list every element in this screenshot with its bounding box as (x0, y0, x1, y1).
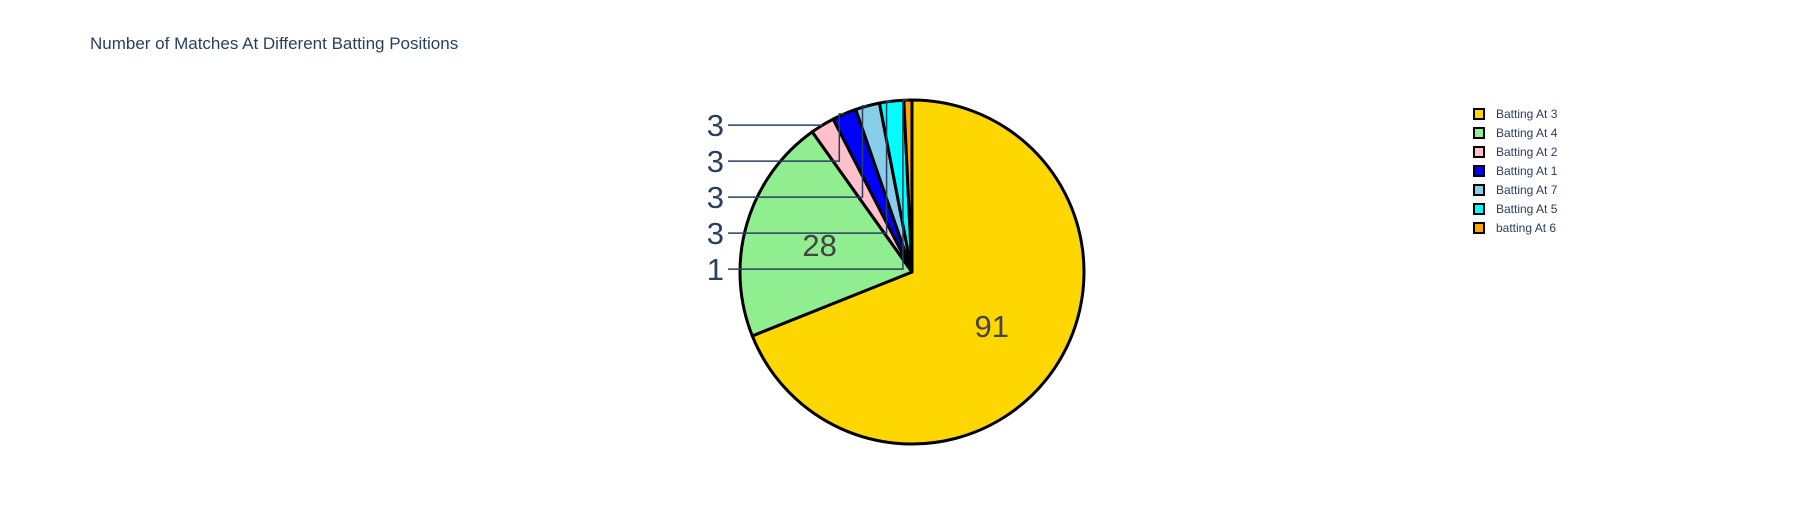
slice-value-label: 3 (707, 144, 724, 179)
legend-item[interactable]: Batting At 2 (1473, 142, 1557, 161)
slice-value-label: 91 (975, 309, 1009, 344)
legend-item[interactable]: Batting At 1 (1473, 161, 1557, 180)
legend-swatch (1473, 221, 1485, 234)
pie-slice[interactable] (750, 98, 1086, 446)
legend-label: Batting At 3 (1496, 106, 1558, 121)
chart-title: Number of Matches At Different Batting P… (90, 34, 459, 53)
legend-label: Batting At 4 (1496, 125, 1558, 140)
legend-item[interactable]: Batting At 5 (1473, 199, 1557, 218)
slice-value-label: 3 (707, 108, 724, 143)
legend-item[interactable]: Batting At 3 (1473, 104, 1557, 123)
legend-label: Batting At 1 (1496, 163, 1558, 178)
pie-slice[interactable] (738, 130, 914, 338)
legend: Batting At 3 Batting At 4 Batting At 2 Batt… (1473, 104, 1557, 237)
legend-item[interactable]: batting At 6 (1473, 218, 1557, 237)
legend-item[interactable]: Batting At 7 (1473, 180, 1557, 199)
legend-label: Batting At 2 (1496, 144, 1558, 159)
leader-line (728, 113, 845, 162)
slice-value-label: 1 (707, 252, 724, 287)
legend-item[interactable]: Batting At 4 (1473, 123, 1557, 142)
leader-line (728, 99, 908, 270)
legend-swatch (1473, 202, 1485, 215)
leader-line (728, 105, 868, 198)
legend-swatch (1473, 126, 1485, 139)
slice-value-label: 3 (707, 180, 724, 215)
legend-swatch (1473, 183, 1485, 196)
legend-label: Batting At 5 (1496, 201, 1558, 216)
legend-swatch (1473, 107, 1485, 120)
slice-value-label: 3 (707, 216, 724, 251)
legend-label: Batting At 7 (1496, 182, 1558, 197)
legend-label: batting At 6 (1496, 220, 1557, 235)
legend-swatch (1473, 164, 1485, 177)
legend-swatch (1473, 145, 1485, 158)
leader-line (728, 100, 892, 234)
